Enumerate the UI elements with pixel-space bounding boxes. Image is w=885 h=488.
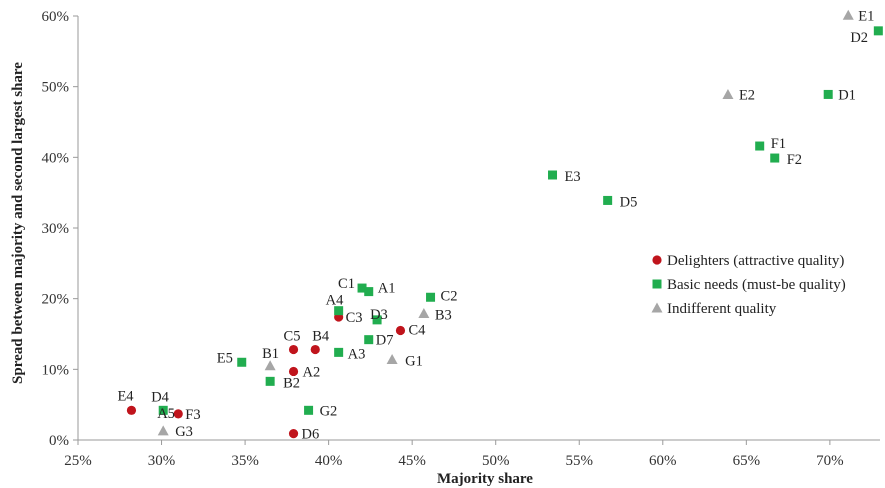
legend-label-3: Indifferent quality [667,301,777,317]
point-C1 [357,283,367,293]
point-A4 [334,306,344,316]
label-E1: E1 [858,8,874,24]
label-B1: B1 [262,346,279,362]
label-C2: C2 [441,288,458,304]
y-tick-label: 50% [42,80,70,96]
point-D4 [158,405,168,415]
label-D3: D3 [370,307,388,323]
point-E1 [842,9,854,20]
legend-marker-2 [652,279,662,289]
x-tick-label: 60% [649,453,677,469]
point-D5 [603,195,613,205]
point-G3 [157,425,169,436]
point-A3 [334,347,344,357]
point-D2 [873,26,883,36]
point-C5 [288,344,299,355]
y-tick-label: 20% [42,292,70,308]
y-tick-label: 0% [49,433,69,449]
legend: Delighters (attractive quality) Basic nee… [651,253,846,317]
legend-label-1: Delighters (attractive quality) [667,253,844,269]
point-F2 [770,153,780,163]
label-C4: C4 [408,322,426,338]
x-tick-label: 70% [816,453,844,469]
point-B3 [418,308,430,319]
x-tick-label: 50% [482,453,510,469]
point-E3 [548,170,558,180]
point-D3 [372,315,382,325]
legend-marker-1 [652,255,662,265]
label-E5: E5 [217,350,233,366]
label-A2: A2 [303,364,321,380]
label-F2: F2 [787,152,802,168]
y-tick-label: 60% [42,9,70,25]
label-E3: E3 [565,169,581,185]
label-A3: A3 [348,346,366,362]
point-A1 [364,287,374,297]
point-labels: E4 F3 A2 C5 B4 D6 C3 C4 D4 E5 B2 G2 A4 A3 C1 A1 D7 D3 C2 E3… [117,8,874,442]
x-tick-label: 55% [566,453,594,469]
point-D1 [823,89,833,99]
point-C2 [426,292,436,302]
label-A1: A1 [378,281,396,297]
label-D6: D6 [302,427,320,443]
label-F3: F3 [185,407,200,423]
label-C1: C1 [338,276,355,292]
point-C4 [395,325,406,336]
y-tick-label: 40% [42,150,70,166]
x-tick-label: 65% [733,453,761,469]
label-F1: F1 [771,136,786,152]
label-G2: G2 [320,403,338,419]
point-A2 [288,366,299,377]
point-B4 [310,344,320,355]
point-E4 [126,405,137,415]
label-D5: D5 [620,194,638,210]
label-D2: D2 [850,30,868,46]
x-tick-label: 25% [64,453,92,469]
label-G1: G1 [405,353,423,369]
axes: 25% 30% 35% 40% 45% 50% 55% 60% 65% 70% 0% 10% 20% 30… [42,9,880,469]
label-A4: A4 [326,293,344,309]
x-tick-label: 35% [231,453,259,469]
point-E5 [237,357,247,367]
label-B2: B2 [283,375,300,391]
point-F1 [755,141,765,151]
label-D7: D7 [376,333,394,349]
point-G1 [386,353,398,364]
legend-marker-3 [651,302,663,313]
point-D7 [364,335,374,345]
point-E2 [722,88,734,99]
label-D1: D1 [838,87,856,103]
label-B4: B4 [312,329,330,345]
label-G3: G3 [175,424,193,440]
point-F3 [173,409,183,419]
x-tick-label: 45% [398,453,426,469]
point-B2 [265,376,275,386]
label-C3: C3 [346,310,363,326]
x-tick-label: 30% [148,453,176,469]
y-tick-label: 30% [42,221,70,237]
point-B1 [264,360,276,371]
label-A5: A5 [157,406,175,422]
label-E2: E2 [739,87,755,103]
data-points [126,9,883,439]
point-G2 [304,405,314,415]
y-axis-title: Spread between majority and second large… [10,62,26,384]
label-E4: E4 [117,388,134,404]
y-tick-label: 10% [42,362,70,378]
point-D6 [288,429,299,439]
x-tick-label: 40% [315,453,343,469]
legend-label-2: Basic needs (must-be quality) [667,277,846,293]
label-C5: C5 [284,329,301,345]
x-axis-title: Majority share [437,471,533,487]
label-B3: B3 [435,308,452,324]
label-D4: D4 [151,389,169,405]
